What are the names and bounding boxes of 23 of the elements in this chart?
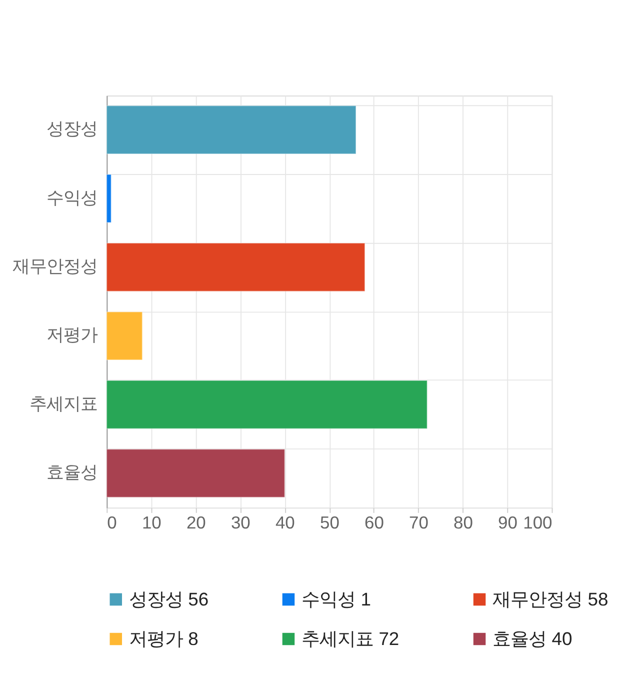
x-tick-label: 10: [142, 512, 162, 532]
x-tick-label: 60: [364, 512, 384, 532]
x-tick-label: 100: [523, 512, 553, 532]
y-tick-label: 저평가: [46, 324, 98, 345]
x-tick-label: 20: [186, 512, 206, 532]
y-tick-label: 성장성: [46, 118, 98, 139]
x-tick-label: 70: [409, 512, 429, 532]
x-tick-label: 80: [454, 512, 474, 532]
y-tick-label: 수익성: [46, 187, 98, 208]
legend-label: 추세지표 72: [302, 628, 400, 649]
y-tick-label: 추세지표: [29, 393, 98, 414]
y-tick-label: 재무안정성: [12, 256, 98, 276]
legend-label: 저평가 8: [128, 628, 198, 649]
x-tick-label: 50: [320, 512, 340, 532]
legend-label: 효율성 40: [492, 628, 572, 649]
x-tick-label: 30: [230, 512, 251, 532]
x-tick-label: 0: [107, 512, 118, 532]
legend-label: 수익성 1: [302, 588, 371, 610]
y-tick-label: 효율성: [46, 462, 98, 482]
x-tick-label: 40: [275, 512, 296, 532]
legend-label: 재무안정성 58: [492, 588, 608, 610]
legend-label: 성장성 56: [128, 588, 209, 610]
x-tick-label: 90: [498, 512, 518, 532]
